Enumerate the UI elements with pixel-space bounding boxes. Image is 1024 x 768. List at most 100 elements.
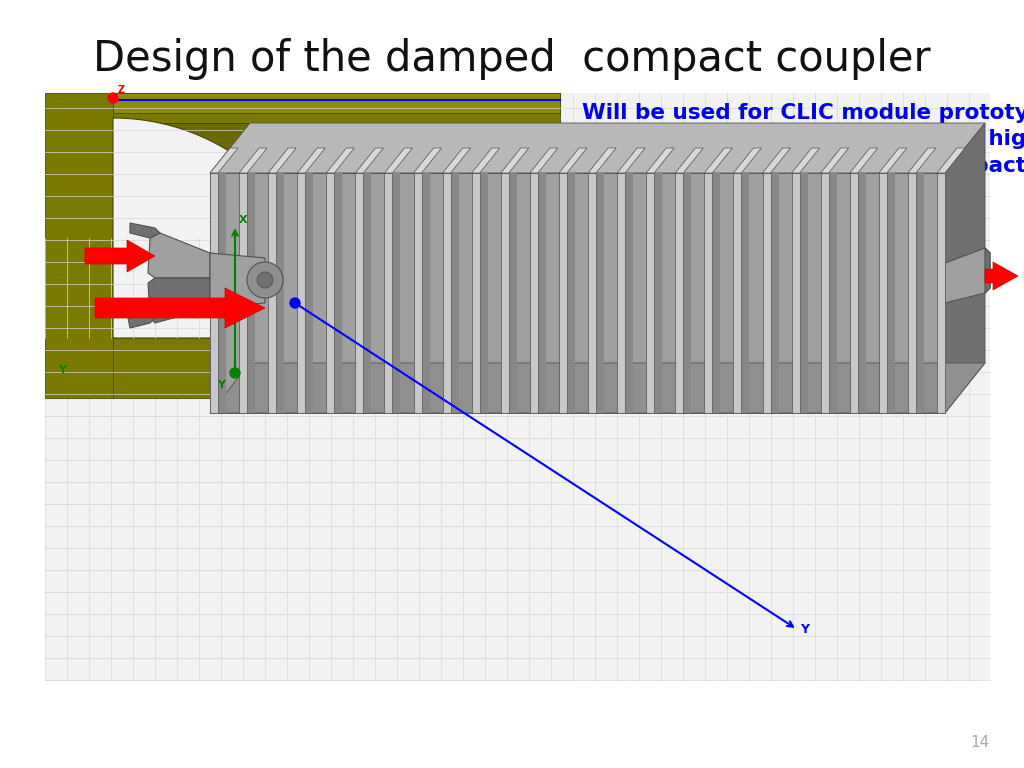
Polygon shape: [355, 148, 383, 173]
Polygon shape: [879, 148, 907, 173]
Circle shape: [230, 368, 240, 378]
Bar: [364, 173, 372, 413]
Polygon shape: [646, 173, 654, 413]
Polygon shape: [529, 148, 558, 173]
Polygon shape: [675, 173, 683, 413]
Bar: [770, 173, 778, 413]
Bar: [887, 173, 895, 413]
Polygon shape: [945, 248, 990, 303]
Polygon shape: [384, 148, 413, 173]
Text: Y: Y: [800, 623, 809, 636]
Text: X: X: [239, 183, 248, 193]
Polygon shape: [239, 148, 267, 173]
Polygon shape: [985, 248, 990, 293]
Polygon shape: [239, 173, 247, 413]
Polygon shape: [850, 173, 858, 413]
Bar: [538, 173, 546, 413]
Polygon shape: [414, 173, 422, 413]
Polygon shape: [210, 148, 238, 173]
Polygon shape: [210, 173, 218, 413]
Polygon shape: [501, 173, 509, 413]
Text: Y: Y: [217, 380, 225, 390]
Bar: [45, 93, 113, 398]
Polygon shape: [148, 233, 210, 278]
Polygon shape: [297, 173, 305, 413]
Polygon shape: [442, 173, 451, 413]
Polygon shape: [792, 148, 819, 173]
Text: X: X: [239, 215, 248, 225]
Polygon shape: [985, 262, 1018, 290]
Bar: [800, 173, 808, 413]
Polygon shape: [297, 148, 326, 173]
Bar: [683, 173, 691, 413]
Polygon shape: [210, 253, 265, 308]
Polygon shape: [384, 173, 392, 413]
Polygon shape: [937, 148, 965, 173]
Polygon shape: [588, 173, 596, 413]
Polygon shape: [850, 148, 878, 173]
Text: Design of the damped  compact coupler: Design of the damped compact coupler: [93, 38, 931, 80]
Polygon shape: [733, 173, 741, 413]
Bar: [305, 173, 313, 413]
Bar: [654, 173, 663, 413]
Polygon shape: [646, 148, 674, 173]
Polygon shape: [908, 148, 936, 173]
Polygon shape: [414, 148, 441, 173]
Polygon shape: [128, 313, 155, 328]
Polygon shape: [675, 148, 703, 173]
Polygon shape: [705, 148, 732, 173]
Polygon shape: [820, 148, 849, 173]
Circle shape: [247, 262, 283, 298]
Polygon shape: [210, 363, 985, 413]
Polygon shape: [763, 173, 770, 413]
Bar: [509, 173, 517, 413]
Bar: [479, 173, 487, 413]
Polygon shape: [792, 173, 800, 413]
Bar: [567, 173, 574, 413]
Polygon shape: [733, 148, 762, 173]
Bar: [741, 173, 750, 413]
Bar: [392, 173, 400, 413]
Polygon shape: [113, 118, 333, 338]
Text: 14: 14: [971, 735, 990, 750]
Polygon shape: [327, 148, 354, 173]
Text: Y: Y: [223, 310, 231, 320]
Polygon shape: [705, 173, 713, 413]
Circle shape: [257, 272, 273, 288]
Polygon shape: [210, 123, 985, 173]
Bar: [422, 173, 429, 413]
Bar: [113, 93, 560, 113]
Bar: [828, 173, 837, 413]
Polygon shape: [472, 148, 500, 173]
Polygon shape: [617, 148, 645, 173]
Bar: [451, 173, 459, 413]
Polygon shape: [130, 223, 160, 238]
Bar: [713, 173, 720, 413]
Bar: [45, 93, 990, 680]
Text: Will be used for CLIC module prototype
and for a structure prototype for high
po: Will be used for CLIC module prototype a…: [582, 103, 1024, 204]
Polygon shape: [210, 173, 945, 413]
Polygon shape: [820, 173, 828, 413]
Circle shape: [290, 298, 300, 308]
Bar: [334, 173, 342, 413]
Polygon shape: [559, 173, 567, 413]
Polygon shape: [95, 288, 265, 328]
Text: Z: Z: [118, 85, 125, 95]
Bar: [276, 173, 285, 413]
Polygon shape: [85, 240, 155, 272]
Bar: [113, 123, 493, 233]
Bar: [45, 93, 560, 398]
Bar: [113, 338, 560, 398]
Bar: [915, 173, 924, 413]
Polygon shape: [588, 148, 616, 173]
Polygon shape: [148, 278, 210, 323]
Bar: [625, 173, 633, 413]
Polygon shape: [327, 173, 334, 413]
Circle shape: [108, 93, 118, 103]
Bar: [596, 173, 604, 413]
Polygon shape: [945, 123, 985, 413]
Polygon shape: [501, 148, 528, 173]
Bar: [247, 173, 255, 413]
Polygon shape: [268, 148, 296, 173]
Polygon shape: [879, 173, 887, 413]
